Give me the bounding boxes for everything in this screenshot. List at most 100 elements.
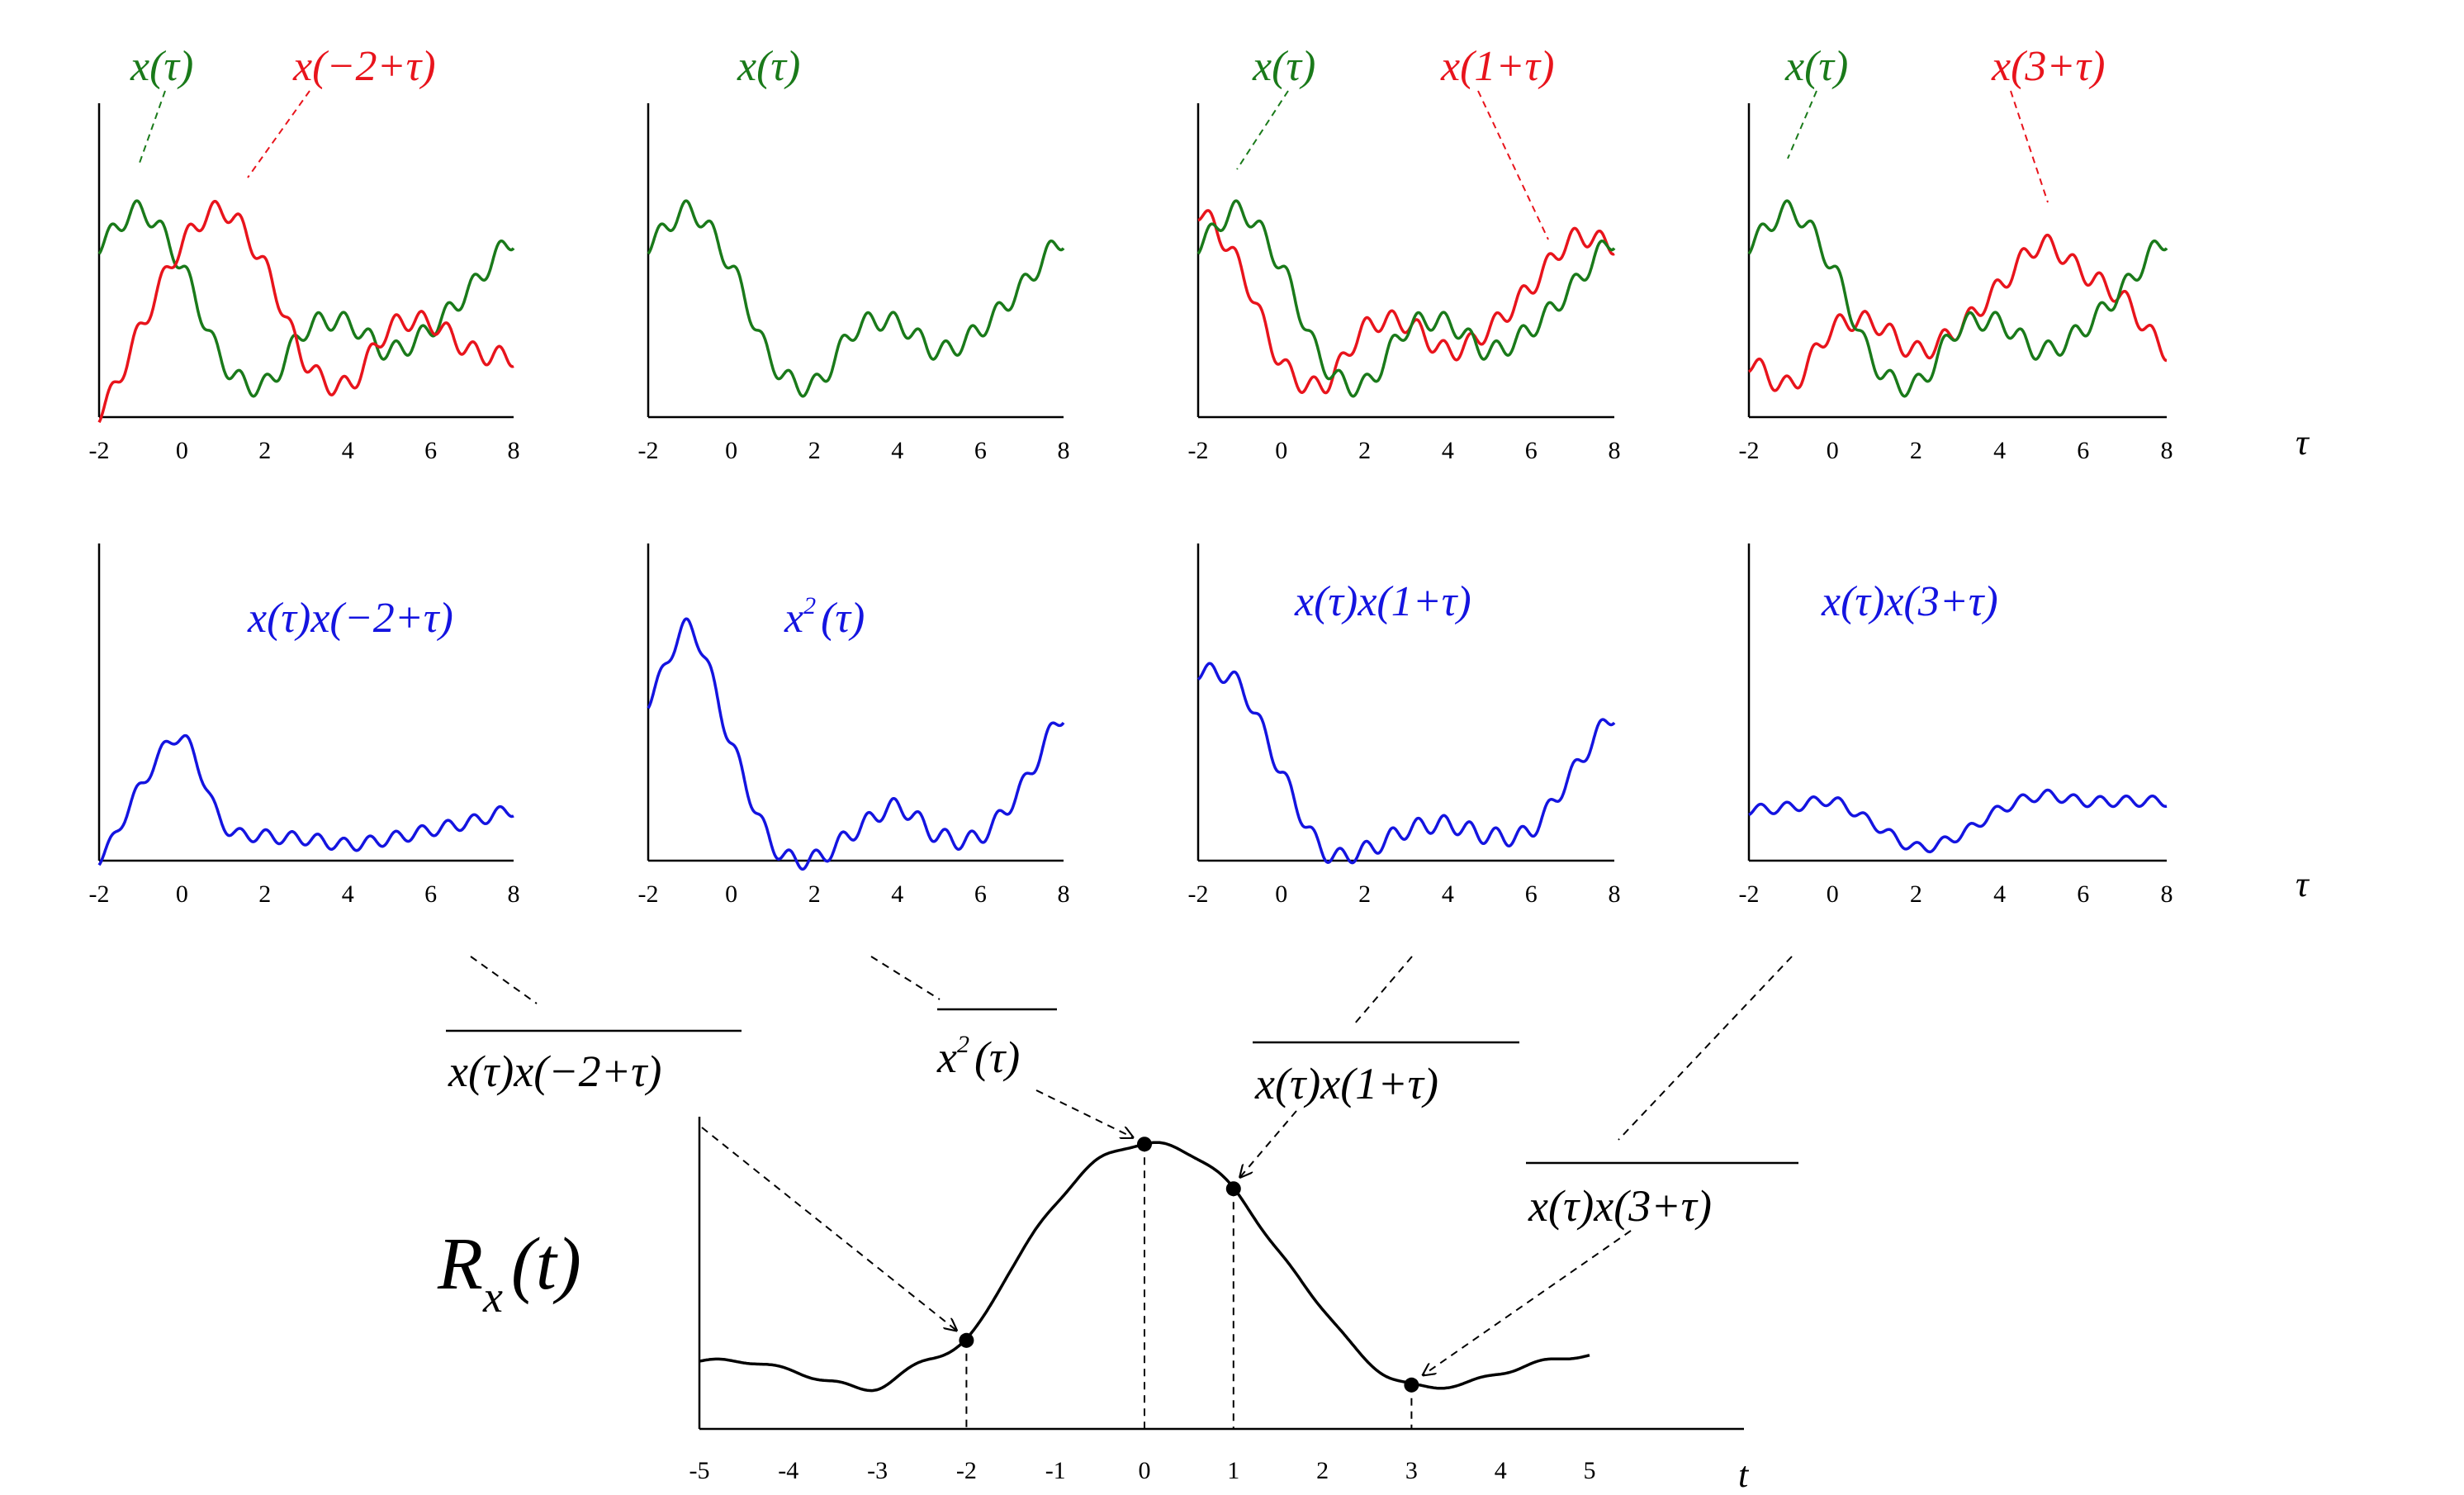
tick-label: 6 xyxy=(2077,880,2089,908)
connector-product-3 xyxy=(1618,956,1793,1141)
tick-label: 2 xyxy=(1910,437,1922,464)
connector-x-squared xyxy=(870,956,941,1000)
rx-highlight-points xyxy=(959,1137,1419,1393)
avg-text-product-3: x(τ)x(3+τ) xyxy=(1528,1181,1712,1231)
tick-label: 0 xyxy=(725,880,737,908)
series-line-x-1-plus-tau xyxy=(1197,209,1615,395)
rx-point xyxy=(959,1332,974,1348)
avg-x-squared-arg: (τ) xyxy=(974,1032,1020,1082)
panel-top-3-ticks: -2 0 2 4 6 8 xyxy=(1188,437,1621,464)
series-line-x-tau xyxy=(1747,199,2168,398)
tick-label: 0 xyxy=(725,437,737,464)
panel-mid-3-ticks: -2 0 2 4 6 8 xyxy=(1188,880,1621,908)
tau-axis-label-mid: τ xyxy=(2296,864,2310,904)
rx-main: R xyxy=(437,1223,483,1305)
avg-label-product-1: x(τ)x(1+τ) xyxy=(1253,1041,1519,1108)
tick-label: 6 xyxy=(424,880,437,908)
avg-label-x-squared: x2 (τ) xyxy=(936,1008,1057,1082)
panel-mid-1: -2 0 2 4 6 8 x(τ)x(−2+τ) xyxy=(89,543,520,908)
tick-label: 4 xyxy=(1442,437,1454,464)
avg-text-product-minus2: x(τ)x(−2+τ) xyxy=(448,1046,661,1096)
panel-top-1: -2 0 2 4 6 8 x(τ) x(−2+τ) xyxy=(89,43,520,464)
label-x-tau: x(τ) xyxy=(737,43,800,90)
tick-label: -2 xyxy=(89,437,110,464)
tick-label: 8 xyxy=(2161,880,2173,908)
tick-label: 2 xyxy=(258,437,271,464)
tick-label: 8 xyxy=(508,437,520,464)
tick-label: -2 xyxy=(89,880,110,908)
rx-label: Rx (t) xyxy=(437,1223,581,1322)
avg-x-squared-base: x xyxy=(936,1032,957,1082)
panel-mid-1-ticks: -2 0 2 4 6 8 xyxy=(89,880,520,908)
tick-label: 4 xyxy=(1442,880,1454,908)
tick-label: 4 xyxy=(342,880,354,908)
tick-label: -2 xyxy=(1739,880,1760,908)
connector-product-minus2 xyxy=(470,956,538,1004)
rx-tick-label: -2 xyxy=(956,1457,977,1484)
panel-top-4-ticks: -2 0 2 4 6 8 xyxy=(1739,437,2173,464)
leader-line-x-tau xyxy=(138,90,166,166)
tick-label: 6 xyxy=(1525,437,1538,464)
tick-label: 4 xyxy=(1993,437,2006,464)
series-line-product-1 xyxy=(1196,662,1616,865)
label-x-squared-sup: 2 xyxy=(803,592,816,619)
avg-text-product-1: x(τ)x(1+τ) xyxy=(1254,1059,1438,1108)
avg-x-squared-sup: 2 xyxy=(957,1031,969,1058)
leader-line-x-1-plus-tau xyxy=(1477,90,1549,240)
panel-top-4: -2 0 2 4 6 8 x(τ) x(3+τ) τ xyxy=(1739,43,2311,464)
label-x-squared-base: x xyxy=(784,595,803,642)
rx-tick-label: 1 xyxy=(1227,1457,1239,1484)
series-line-product-minus2 xyxy=(97,733,514,866)
tick-label: 6 xyxy=(974,880,987,908)
tick-label: 6 xyxy=(2077,437,2089,464)
tick-label: -2 xyxy=(1739,437,1760,464)
panel-top-2-ticks: -2 0 2 4 6 8 xyxy=(638,437,1070,464)
tick-label: 4 xyxy=(891,880,903,908)
arrow-x-squared xyxy=(1035,1089,1133,1137)
tick-label: 2 xyxy=(808,437,821,464)
panel-top-3: -2 0 2 4 6 8 x(τ) x(1+τ) xyxy=(1188,43,1621,464)
series-line-x-tau xyxy=(97,199,515,398)
series-line-x-minus2-plus-tau xyxy=(97,199,514,424)
autocorrelation-plot: Rx (t) -5 -4 -3 -2 -1 0 1 2 3 4 5 t xyxy=(437,1089,1750,1495)
panel-mid-2: -2 0 2 4 6 8 x2 (τ) xyxy=(638,543,1070,908)
label-x-tau: x(τ) xyxy=(1784,43,1848,90)
connector-product-1 xyxy=(1353,956,1413,1025)
label-product-minus2: x(τ)x(−2+τ) xyxy=(247,595,453,642)
label-x-3-plus-tau: x(3+τ) xyxy=(1991,43,2105,90)
arrow-1 xyxy=(1240,1110,1297,1177)
tick-label: 4 xyxy=(1993,880,2006,908)
tick-label: 2 xyxy=(1358,880,1371,908)
label-x-1-plus-tau: x(1+τ) xyxy=(1440,43,1554,90)
panel-mid-4-ticks: -2 0 2 4 6 8 xyxy=(1739,880,2173,908)
t-axis-label: t xyxy=(1738,1455,1750,1495)
leader-line-x-minus2-plus-tau xyxy=(247,90,310,178)
series-line-x-tau xyxy=(1196,199,1616,398)
leader-line-x-tau xyxy=(1787,90,1817,159)
label-x-tau: x(τ) xyxy=(130,43,193,90)
tick-label: -2 xyxy=(1188,880,1209,908)
rx-tick-label: 4 xyxy=(1495,1457,1507,1484)
tick-label: 8 xyxy=(2161,437,2173,464)
series-line-x-3-plus-tau xyxy=(1748,233,2168,392)
rx-tick-label: 5 xyxy=(1584,1457,1596,1484)
rx-tick-label: -3 xyxy=(867,1457,888,1484)
tick-label: 2 xyxy=(1910,880,1922,908)
series-line-product-3 xyxy=(1748,788,2168,854)
tick-label: 0 xyxy=(1275,880,1287,908)
arrow-minus2 xyxy=(701,1127,956,1331)
tick-label: 0 xyxy=(176,437,188,464)
tick-label: 2 xyxy=(258,880,271,908)
leader-line-x-3-plus-tau xyxy=(2010,90,2049,203)
rx-tick-label: 3 xyxy=(1405,1457,1418,1484)
rx-tick-label: -1 xyxy=(1045,1457,1066,1484)
label-product-3: x(τ)x(3+τ) xyxy=(1821,578,1998,625)
rx-tick-label: -4 xyxy=(778,1457,798,1484)
tick-label: 2 xyxy=(1358,437,1371,464)
label-x-minus2-plus-tau: x(−2+τ) xyxy=(292,43,436,90)
rx-tick-label: -5 xyxy=(689,1457,710,1484)
tick-label: 0 xyxy=(1827,880,1839,908)
leader-line-x-tau xyxy=(1236,90,1289,170)
rx-drop-lines xyxy=(965,1144,1413,1429)
tick-label: -2 xyxy=(638,437,659,464)
